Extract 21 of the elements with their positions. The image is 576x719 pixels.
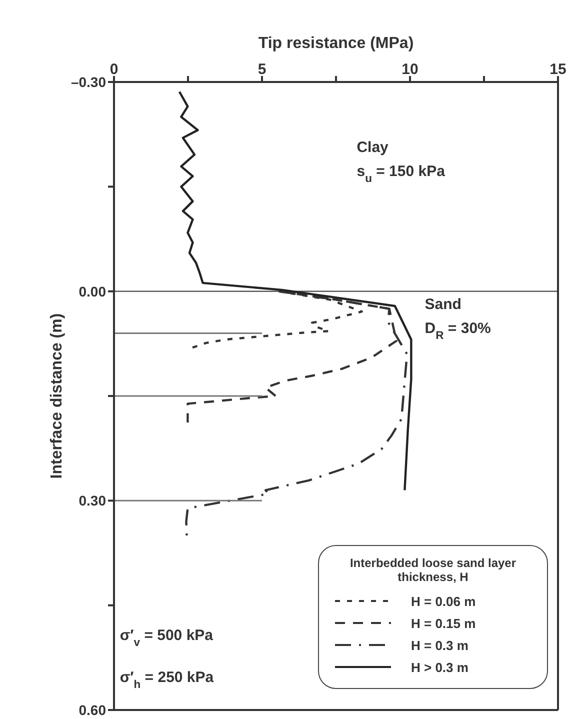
- x-axis-title: Tip resistance (MPa): [258, 35, 414, 52]
- x-tick-label: 15: [550, 61, 566, 78]
- annotation: σ′$_{v}$ = 500 kPa: [120, 627, 214, 650]
- y-tick-label: 0.60: [78, 702, 106, 718]
- legend-label: H = 0.15 m: [411, 616, 476, 630]
- y-tick-label: 0.00: [78, 283, 106, 300]
- annotation: Sand: [424, 296, 462, 313]
- annotation: σ′$_{h}$ = 250 kPa: [120, 669, 214, 692]
- annotation: s$_{u}$ = 150 kPa: [356, 163, 446, 186]
- legend-title: Interbedded loose sand layer thickness, H: [348, 556, 518, 584]
- legend-label: H = 0.06 m: [411, 594, 476, 608]
- y-tick-label: 0.30: [78, 492, 106, 509]
- y-tick-label: –0.30: [70, 74, 106, 90]
- y-axis-title: Interface distance (m): [48, 313, 66, 479]
- annotation: D$_{R}$ = 30%: [424, 320, 491, 342]
- x-tick-label: 10: [402, 61, 418, 78]
- x-tick-label: 0: [110, 61, 118, 78]
- x-tick-label: 5: [258, 61, 266, 78]
- legend-label: H > 0.3 m: [411, 660, 468, 674]
- legend-label: H = 0.3 m: [411, 638, 468, 652]
- annotation: Clay: [356, 138, 390, 156]
